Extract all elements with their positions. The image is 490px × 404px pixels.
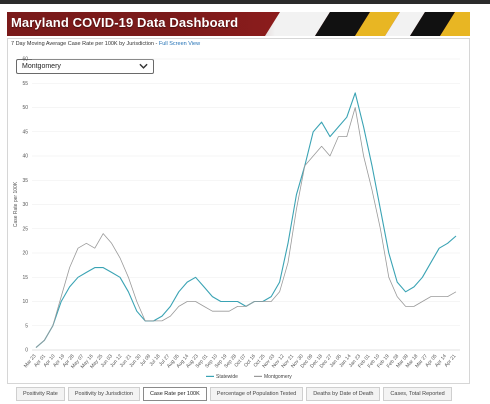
y-tick-label: 55 — [22, 81, 28, 87]
jurisdiction-dropdown-value: Montgomery — [22, 62, 61, 70]
series-line-statewide — [35, 92, 457, 349]
y-tick-label: 10 — [22, 299, 28, 305]
chevron-down-icon — [139, 63, 148, 69]
tab-case-rate-per-100k[interactable]: Case Rate per 100K — [142, 387, 207, 401]
y-tick-label: 45 — [22, 129, 28, 135]
y-tick-label: 25 — [22, 226, 28, 232]
tab-percentage-of-population-tested[interactable]: Percentage of Population Tested — [209, 387, 304, 401]
case-rate-chart: 0 5 10 15 20 25 30 35 40 45 50 55 60 Case Rate per 10… — [13, 57, 460, 380]
y-tick-label: 5 — [25, 323, 28, 329]
y-tick-label: 20 — [22, 251, 28, 257]
full-screen-link[interactable]: Full Screen View — [158, 41, 201, 47]
y-tick-label: 35 — [22, 178, 28, 184]
maryland-flag-graphic — [170, 12, 470, 36]
chart-subtitle-text: 7 Day Moving Average Case Rate per 100K … — [11, 41, 159, 47]
y-axis-label: Case Rate per 100K — [13, 181, 19, 227]
y-tick-label: 15 — [22, 275, 28, 281]
tab-positivity-by-jurisdiction[interactable]: Positivity by Jurisdiction — [67, 387, 140, 401]
jurisdiction-dropdown[interactable]: Montgomery — [16, 59, 154, 74]
tab-positivity-rate[interactable]: Positivity Rate — [16, 387, 65, 401]
chart-subtitle: 7 Day Moving Average Case Rate per 100K … — [11, 41, 200, 47]
dashboard-title: Maryland COVID-19 Data Dashboard — [11, 15, 239, 30]
y-tick-label: 50 — [22, 105, 28, 111]
dashboard-banner: Maryland COVID-19 Data Dashboard — [7, 12, 470, 36]
tab-cases-total-reported[interactable]: Cases, Total Reported — [383, 387, 452, 401]
dashboard-tabs: Positivity Rate Positivity by Jurisdictio… — [16, 387, 452, 401]
window-top-bar — [0, 0, 490, 4]
y-tick-label: 60 — [22, 57, 28, 63]
y-tick-label: 40 — [22, 154, 28, 160]
tab-deaths-by-date-of-death[interactable]: Deaths by Date of Death — [306, 387, 381, 401]
legend-label-montgomery: Montgomery — [264, 374, 292, 380]
legend-label-statewide: Statewide — [216, 374, 238, 380]
y-tick-label: 0 — [25, 348, 28, 354]
series-line-montgomery — [35, 107, 457, 348]
chart-panel: 7 Day Moving Average Case Rate per 100K … — [7, 38, 470, 384]
y-tick-label: 30 — [22, 202, 28, 208]
